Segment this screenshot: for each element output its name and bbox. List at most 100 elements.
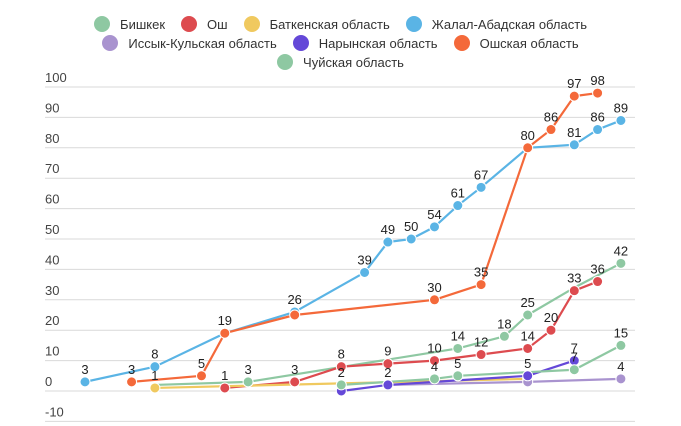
data-point	[568, 364, 580, 376]
data-label: 19	[218, 313, 232, 328]
y-tick-label: 20	[45, 313, 59, 328]
data-label: 1	[151, 368, 158, 383]
data-point	[475, 279, 487, 291]
data-point	[615, 257, 627, 269]
y-tick-label: 60	[45, 192, 59, 207]
legend-item-chui[interactable]: Чуйская область	[277, 54, 404, 70]
data-point	[126, 376, 138, 388]
data-label: 9	[384, 344, 391, 359]
legend-marker	[243, 16, 260, 32]
data-point	[335, 361, 347, 373]
data-label: 5	[524, 356, 531, 371]
y-tick-label: 30	[45, 283, 59, 298]
data-label: 81	[567, 125, 581, 140]
data-point	[522, 370, 534, 382]
data-label: 1	[221, 368, 228, 383]
data-point	[405, 233, 417, 245]
data-label: 86	[590, 110, 604, 125]
y-tick-label: 50	[45, 222, 59, 237]
data-label: 15	[614, 325, 628, 340]
legend-label: Бишкек	[120, 16, 166, 32]
data-label: 25	[520, 295, 534, 310]
data-label: 20	[544, 310, 558, 325]
data-label: 5	[454, 356, 461, 371]
data-label: 89	[614, 100, 628, 115]
y-tick-label: 0	[45, 374, 52, 389]
y-tick-label: 90	[45, 100, 59, 115]
data-point	[522, 309, 534, 321]
data-label: 2	[338, 365, 345, 380]
data-point	[615, 373, 627, 385]
data-label: 26	[287, 292, 301, 307]
data-label: 8	[338, 347, 345, 362]
data-point	[242, 376, 254, 388]
data-label: 42	[614, 243, 628, 258]
legend-marker	[453, 35, 470, 51]
data-label: 7	[571, 350, 578, 365]
data-point	[475, 181, 487, 193]
data-point	[452, 342, 464, 354]
legend-label: Ош	[207, 16, 228, 32]
legend-item-naryn[interactable]: Нарынская область	[292, 35, 438, 51]
data-point	[475, 349, 487, 361]
legend-item-bishkek[interactable]: Бишкек	[94, 16, 165, 32]
data-label: 5	[198, 356, 205, 371]
legend-label: Ошская область	[479, 35, 579, 51]
data-point	[149, 382, 161, 394]
series-line-6	[131, 91, 598, 383]
data-label: 14	[520, 328, 534, 343]
series-points	[79, 87, 627, 397]
data-point	[568, 139, 580, 151]
data-point	[429, 355, 440, 367]
data-point	[522, 342, 534, 354]
data-label: 12	[474, 335, 488, 350]
y-tick-label: 80	[45, 131, 59, 146]
data-label: 7	[571, 341, 578, 356]
y-tick-label: 40	[45, 252, 59, 267]
series-line-3	[84, 119, 622, 383]
data-label: 8	[151, 347, 158, 362]
data-label: 67	[474, 167, 488, 182]
data-point	[289, 309, 301, 321]
data-label: 18	[497, 316, 511, 331]
data-label: 49	[381, 222, 395, 237]
data-point	[615, 339, 627, 351]
data-point	[568, 90, 580, 102]
data-label: 3	[81, 362, 88, 377]
data-label: 98	[590, 73, 604, 88]
data-label: 33	[567, 271, 581, 286]
data-point	[196, 370, 207, 382]
data-point	[359, 266, 371, 278]
legend-item-osh-region[interactable]: Ошская область	[453, 35, 579, 51]
legend-label: Нарынская область	[318, 35, 438, 51]
data-label: 14	[451, 328, 465, 343]
data-label: 30	[427, 280, 441, 295]
y-tick-label: 10	[45, 344, 59, 359]
y-tick-label: 100	[45, 70, 67, 85]
legend-row: Бишкек Ош Баткенская область Жалал-Абадс…	[0, 16, 681, 32]
data-point	[429, 294, 440, 306]
data-point	[219, 327, 231, 339]
legend-marker	[277, 54, 294, 70]
data-point	[545, 324, 557, 336]
legend-item-batken[interactable]: Баткенская область	[243, 16, 390, 32]
data-label: 4	[617, 359, 624, 374]
data-point	[568, 285, 580, 297]
data-label: 3	[244, 362, 251, 377]
series-lines	[84, 91, 622, 393]
data-label: 3	[128, 362, 135, 377]
data-label: 10	[427, 341, 441, 356]
series-line-1	[224, 280, 599, 390]
data-point	[149, 361, 161, 373]
data-point	[219, 382, 231, 394]
data-label: 61	[451, 186, 465, 201]
legend-item-osh[interactable]: Ош	[181, 16, 228, 32]
y-tick-label: -10	[45, 404, 64, 419]
legend-item-issyk-kul[interactable]: Иссык-Кульская область	[102, 35, 277, 51]
data-point	[79, 376, 91, 388]
data-label: 2	[384, 365, 391, 380]
legend-row: Иссык-Кульская область Нарынская область…	[0, 35, 681, 51]
legend-item-jalal-abad[interactable]: Жалал-Абадская область	[405, 16, 587, 32]
data-point	[615, 114, 627, 126]
